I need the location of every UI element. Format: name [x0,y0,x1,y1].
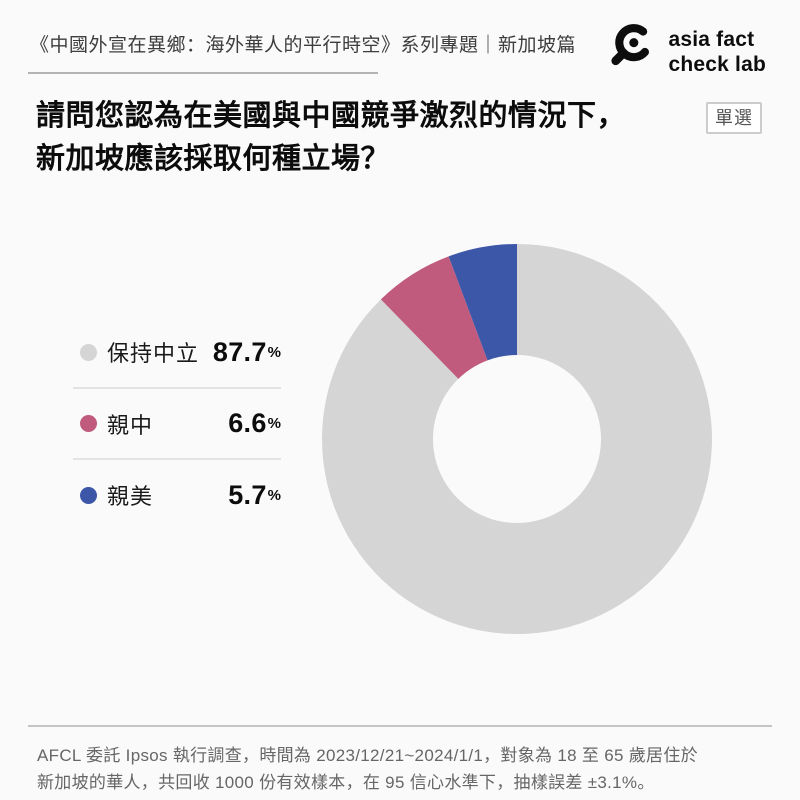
legend-row-pro-china: 親中 6.6 % [73,388,281,459]
donut-slice-0 [321,244,712,634]
logo-text-line2: check lab [668,52,766,76]
single-choice-badge: 單選 [706,102,762,134]
percent-sign: % [267,343,281,361]
donut-slice-1 [380,256,488,379]
footer-divider [28,725,772,727]
question-line2: 新加坡應該採取何種立場？ [36,143,391,175]
series-title: 《中國外宣在異鄉：海外華人的平行時空》系列專題｜新加坡篇 [30,35,577,56]
legend-value: 87.7 [212,336,267,367]
donut-chart [321,244,712,634]
survey-footnote: AFCL 委託 Ipsos 執行調查，時間為 2023/12/21~2024/1… [37,742,767,796]
donut-chart-area [321,244,712,634]
question-title: 請問您認為在美國與中國競爭激烈的情況下， 新加坡應該採取何種立場？ [36,95,696,181]
chart-legend: 保持中立 87.7 % 親中 6.6 % 親美 5.7 % [73,317,281,530]
legend-dot-neutral [80,343,97,361]
legend-dot-pro-us [80,486,97,504]
donut-slice-2 [448,244,517,361]
legend-dot-pro-china [80,415,97,432]
header-divider [28,72,378,74]
legend-value: 5.7 [228,479,267,510]
afcl-logo: asia fact check lab [603,20,766,83]
legend-row-neutral: 保持中立 87.7 % [73,317,281,388]
legend-label: 親美 [107,484,154,509]
legend-label: 保持中立 [107,341,200,366]
percent-sign: % [267,415,281,432]
legend-value: 6.6 [228,408,267,438]
magnifier-icon [603,20,661,83]
question-line1: 請問您認為在美國與中國競爭激烈的情況下， [36,100,627,132]
logo-text-line1: asia fact [668,27,755,51]
logo-text: asia fact check lab [668,27,766,77]
footnote-line2: 新加坡的華人，共回收 1000 份有效樣本，在 95 信心水準下，抽樣誤差 ±3… [37,773,655,792]
legend-row-pro-us: 親美 5.7 % [73,459,281,530]
legend-label: 親中 [107,412,154,438]
percent-sign: % [267,486,281,504]
footnote-line1: AFCL 委託 Ipsos 執行調查，時間為 2023/12/21~2024/1… [37,746,698,765]
